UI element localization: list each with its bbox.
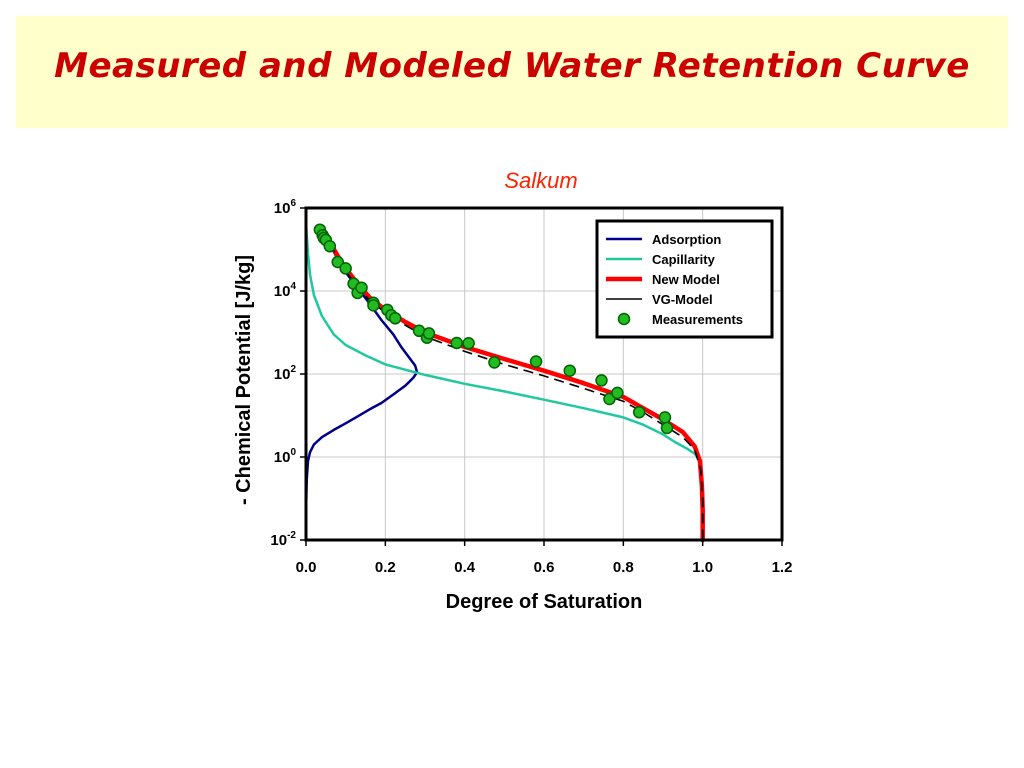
measurement-point: [563, 364, 577, 377]
measurement-point: [367, 299, 380, 312]
chart-title: Salkum: [504, 168, 577, 193]
x-tick-label: 1.2: [772, 559, 793, 576]
y-tick-label: 10-2: [270, 530, 296, 549]
x-tick-label: 1.0: [692, 559, 713, 576]
measurement-point: [611, 386, 624, 400]
x-tick-labels: 0.0 0.2 0.4 0.6 0.8 1.0 1.2: [296, 540, 793, 576]
series-line-vg-model: [321, 229, 704, 540]
legend-label: Adsorption: [652, 232, 721, 247]
y-tick-exponent: 0: [290, 447, 296, 458]
x-tick-label: 0.4: [454, 559, 476, 576]
measurement-point: [488, 356, 501, 369]
series-line-capillarity: [304, 223, 702, 463]
y-tick-exponent: -2: [287, 530, 296, 541]
y-tick-label: 100: [274, 447, 297, 466]
x-tick-label: 0.0: [296, 559, 317, 576]
legend-label: New Model: [652, 272, 720, 287]
x-tick-label: 0.2: [375, 559, 396, 576]
x-tick-label: 0.6: [534, 559, 555, 576]
y-tick-base: 10: [274, 200, 291, 217]
measurement-point: [595, 374, 608, 387]
y-axis-label: - Chemical Potential [J/kg]: [233, 255, 255, 505]
measurement-point: [529, 355, 543, 368]
measurement-markers: [313, 223, 674, 435]
measurement-point: [331, 255, 344, 269]
y-tick-label: 102: [274, 364, 297, 383]
measurement-point: [450, 336, 463, 350]
x-tick-label: 0.8: [613, 559, 634, 576]
series-line-adsorption: [304, 231, 419, 542]
slide-title: Measured and Modeled Water Retention Cur…: [54, 46, 970, 86]
series-line-new-model: [319, 227, 705, 543]
measurement-point: [355, 281, 368, 294]
x-axis-label: Degree of Saturation: [446, 591, 643, 613]
y-tick-exponent: 2: [290, 364, 296, 375]
legend-swatch: [617, 312, 631, 326]
y-tick-base: 10: [274, 283, 291, 300]
measurement-point: [339, 262, 352, 275]
y-tick-exponent: 6: [290, 198, 296, 209]
measurement-point: [660, 421, 674, 435]
measurement-point: [389, 312, 402, 325]
y-tick-exponent: 4: [290, 281, 296, 292]
y-tick-label: 104: [274, 281, 297, 300]
measurement-point: [323, 239, 337, 253]
title-band: Measured and Modeled Water Retention Cur…: [16, 16, 1008, 128]
legend-label: Measurements: [652, 312, 743, 327]
legend: Adsorption Capillarity New Model VG-Model Me…: [595, 219, 774, 339]
measurement-point: [462, 337, 475, 350]
y-tick-base: 10: [274, 366, 291, 383]
legend-label: Capillarity: [652, 252, 716, 267]
measurement-point: [658, 411, 672, 424]
measurement-point: [422, 327, 436, 340]
y-tick-label: 106: [274, 198, 297, 217]
y-tick-base: 10: [274, 449, 291, 466]
measurement-point: [632, 405, 646, 419]
y-tick-base: 10: [270, 532, 287, 549]
legend-label: VG-Model: [652, 292, 713, 307]
